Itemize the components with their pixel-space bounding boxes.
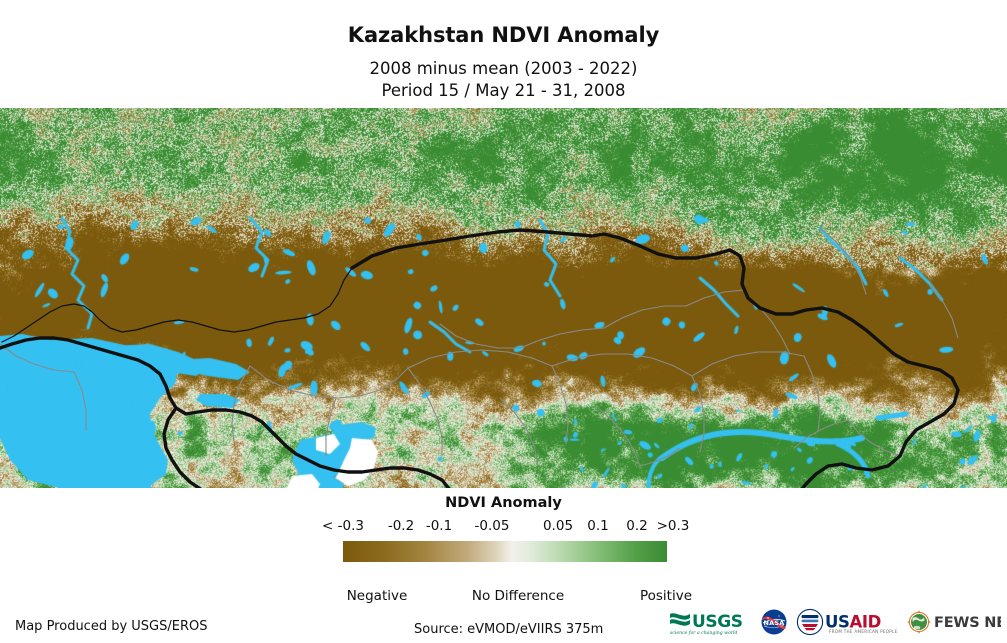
legend-tick-7: >0.3 (656, 518, 690, 534)
kazakhstan-border (0, 228, 960, 488)
logo-strip: USGS science for a changing world NASA (668, 606, 1001, 638)
admin-boundary-9 (439, 323, 521, 349)
map-subtitle-secondary: Period 15 / May 21 - 31, 2008 (381, 81, 626, 100)
nasa-logo[interactable]: NASA (759, 607, 789, 637)
legend-tick-4: 0.05 (542, 518, 574, 534)
legend: NDVI Anomaly < -0.3 -0.2 -0.1 -0.05 0.05 0.1 0… (0, 495, 1007, 605)
legend-captions: Negative No Difference Positive (0, 587, 1007, 605)
admin-boundary-6 (691, 351, 805, 377)
admin-boundary-21 (73, 371, 87, 431)
fewsnet-globe-icon (907, 610, 931, 634)
legend-colorbar-gradient (343, 541, 667, 562)
admin-boundary-19 (499, 397, 539, 465)
admin-boundary-18 (325, 397, 337, 457)
svg-text:USAID: USAID (825, 613, 881, 632)
legend-tick-0: < -0.3 (322, 518, 364, 534)
map-subtitle-primary: 2008 minus mean (2003 - 2022) (369, 59, 638, 78)
admin-boundary-7 (803, 355, 821, 433)
country-border-lines (0, 228, 960, 488)
usgs-wave-icon (670, 613, 690, 626)
usaid-logo[interactable]: USAID FROM THE AMERICAN PEOPLE (796, 607, 898, 637)
admin-boundary-13 (759, 307, 791, 355)
legend-tick-2: -0.1 (425, 518, 453, 534)
admin-boundary-14 (847, 419, 901, 457)
admin-boundary-17 (639, 447, 681, 467)
svg-text:FEWS NET: FEWS NET (934, 615, 1001, 631)
admin-boundary-4 (551, 353, 693, 377)
admin-boundary-1 (407, 367, 443, 457)
svg-text:FROM THE AMERICAN PEOPLE: FROM THE AMERICAN PEOPLE (829, 629, 898, 634)
admin-boundary-10 (519, 327, 605, 349)
admin-boundary-22 (929, 283, 959, 339)
usaid-seal-icon (796, 608, 824, 636)
svg-text:USGS: USGS (692, 612, 743, 632)
admin-boundary-5 (691, 375, 705, 453)
neighbor-boundary-northwest (1, 267, 353, 343)
legend-tick-6: 0.2 (626, 518, 648, 534)
legend-tick-5: 0.1 (587, 518, 609, 534)
legend-caption-0: Negative (346, 588, 408, 604)
title-block: Kazakhstan NDVI Anomaly 2008 minus mean … (0, 0, 1007, 100)
legend-colorbar (343, 541, 667, 562)
usgs-logo[interactable]: USGS science for a changing world (668, 607, 752, 637)
admin-boundary-15 (793, 419, 849, 449)
legend-title: NDVI Anomaly (445, 495, 562, 511)
svg-text:science for a changing world: science for a changing world (670, 630, 738, 636)
admin-boundary-16 (597, 407, 641, 467)
admin-boundary-8 (231, 365, 251, 443)
legend-caption-2: Positive (639, 588, 693, 604)
ndvi-anomaly-map[interactable] (0, 108, 1007, 488)
admin-boundary-20 (0, 343, 75, 373)
legend-tick-1: -0.2 (387, 518, 415, 534)
credit-produced-by: Map Produced by USGS/EROS (15, 619, 208, 634)
map-vector-overlay (0, 227, 960, 488)
admin-boundary-lines (0, 227, 959, 467)
admin-boundary-2 (407, 349, 553, 369)
admin-boundary-11 (603, 305, 687, 329)
credit-source: Source: eVMOD/eVIIRS 375m (414, 622, 604, 637)
admin-boundary-23 (819, 227, 867, 295)
legend-caption-1: No Difference (471, 588, 565, 604)
page-title: Kazakhstan NDVI Anomaly (347, 23, 660, 47)
legend-tick-labels: < -0.3 -0.2 -0.1 -0.05 0.05 0.1 0.2 >0.3 (0, 517, 1007, 535)
admin-boundary-12 (685, 289, 745, 307)
svg-text:NASA: NASA (764, 619, 785, 627)
footer: Map Produced by USGS/EROS Source: eVMOD/… (0, 600, 1007, 643)
admin-boundary-3 (551, 365, 569, 445)
fewsnet-logo[interactable]: FEWS NET (905, 607, 1001, 637)
kazakhstan-border-southwest (162, 406, 203, 488)
legend-tick-3: -0.05 (474, 518, 510, 534)
admin-boundary-0 (249, 365, 409, 399)
